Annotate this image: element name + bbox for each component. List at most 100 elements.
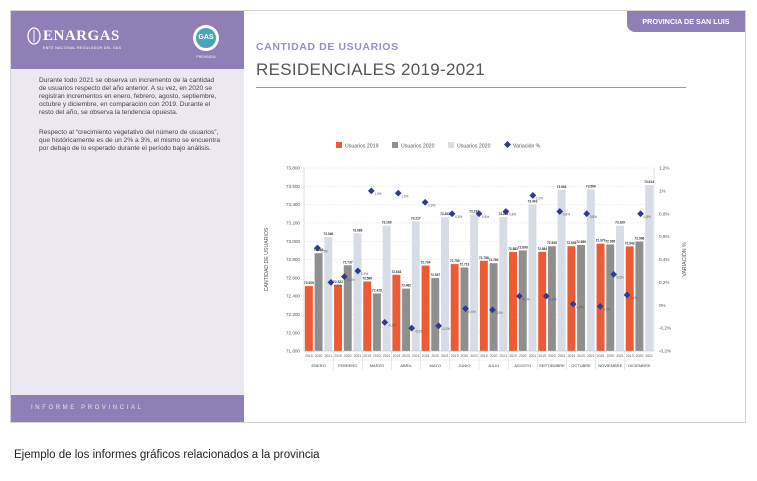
bar	[343, 265, 352, 351]
year-tick-label: 2020	[431, 354, 439, 358]
variation-label: 0,8%	[590, 215, 597, 219]
bar	[431, 278, 440, 351]
bar-value-label: 72.943	[625, 241, 635, 245]
year-tick-label: 2019	[480, 354, 488, 358]
y-tick-label: 73.400	[286, 202, 300, 207]
y-tick-label: 72.600	[286, 275, 300, 280]
bar	[304, 286, 313, 351]
variation-label: 0,3%	[347, 278, 354, 282]
month-label: JUNIO	[458, 363, 470, 368]
bar-value-label: 73.046	[323, 232, 333, 236]
bar-value-label: 72.509	[304, 281, 314, 285]
month-label: FEBRERO	[338, 363, 357, 368]
text-line: Respecto al “crecimiento vegetativo del …	[39, 129, 219, 136]
month-label: MAYO	[430, 363, 441, 368]
year-tick-label: 2020	[344, 354, 352, 358]
bar-value-label: 73.086	[353, 228, 363, 232]
legend-label: Usuarios 2020	[457, 144, 491, 150]
page-subtitle: CANTIDAD DE USUARIOS	[256, 41, 399, 53]
variation-marker	[583, 210, 591, 218]
province-tab: PROVINCIA DE SAN LUIS	[627, 11, 745, 32]
year-tick-label: 2019	[538, 354, 546, 358]
variation-marker	[435, 322, 443, 330]
bar-value-label: 72.973	[596, 239, 606, 243]
bar-value-label: 73.292	[469, 209, 479, 213]
y2-tick-label: -0,2%	[659, 326, 671, 331]
bar	[353, 233, 362, 351]
bar-value-label: 72.633	[391, 270, 401, 274]
variation-marker	[421, 198, 429, 206]
month-label: MARZO	[370, 363, 384, 368]
bar-value-label: 72.760	[489, 258, 499, 262]
sidebar: ENARGAS ENTE NACIONAL REGULADOR DEL GAS …	[11, 11, 244, 422]
y-tick-label: 73.800	[286, 166, 300, 171]
year-tick-label: 2019	[393, 354, 401, 358]
variation-marker	[489, 306, 496, 314]
variation-label: 0,5%	[320, 249, 327, 253]
bar-value-label: 72.560	[362, 276, 372, 280]
bar-value-label: 73.614	[644, 180, 654, 184]
variation-label: 0,8%	[563, 213, 570, 217]
y-axis-title: CANTIDAD DE USUARIOS	[264, 227, 270, 291]
year-tick-label: 2021	[558, 354, 566, 358]
variation-label: 0,0%	[576, 305, 583, 309]
text-line: Durante todo 2021 se observa un incremen…	[39, 77, 215, 84]
y2-tick-label: 0,2%	[659, 280, 669, 285]
y2-axis-title: VARIACIÓN %	[681, 242, 688, 277]
bar	[528, 204, 537, 351]
year-tick-label: 2021	[529, 354, 537, 358]
bar-value-label: 73.566	[586, 184, 596, 188]
bar	[518, 250, 527, 351]
variation-marker	[381, 319, 389, 326]
variation-label: 0,1%	[522, 297, 529, 301]
bar-value-label: 73.217	[411, 216, 421, 220]
variation-label: 1,0%	[374, 192, 381, 196]
bar-value-label: 72.996	[635, 237, 645, 241]
bar	[421, 265, 430, 351]
bar-value-label: 72.482	[401, 284, 411, 288]
bar-value-label: 72.713	[460, 262, 470, 266]
variation-marker	[462, 305, 469, 313]
variation-marker	[327, 278, 335, 286]
variation-label: 0,8%	[509, 213, 516, 217]
figure-caption: Ejemplo de los informes gráficos relacio…	[14, 449, 320, 461]
bar-value-label: 72.945	[566, 241, 576, 245]
badge-subtext: PROVINCIA	[196, 55, 216, 59]
bar-value-label: 72.737	[343, 260, 353, 264]
year-tick-label: 2021	[587, 354, 595, 358]
variation-label: 0,8%	[455, 215, 462, 219]
y-tick-label: 73.200	[286, 221, 300, 226]
year-tick-label: 2019	[568, 354, 576, 358]
year-tick-label: 2020	[577, 354, 585, 358]
bar-value-label: 73.169	[615, 221, 625, 225]
year-tick-label: 2019	[509, 354, 517, 358]
y-tick-label: 72.200	[286, 312, 300, 317]
logo-text: ENARGAS	[43, 28, 120, 44]
year-tick-label: 2020	[606, 354, 614, 358]
y2-tick-label: 1,2%	[659, 166, 669, 171]
year-tick-label: 2020	[636, 354, 644, 358]
bar-value-label: 72.597	[430, 273, 440, 277]
bar-value-label: 73.169	[382, 221, 392, 225]
variation-label: -0,2%	[442, 327, 450, 331]
year-tick-label: 2020	[519, 354, 527, 358]
bar-value-label: 72.899	[518, 245, 528, 249]
legend-swatch	[392, 142, 398, 148]
variation-label: 0,1%	[630, 296, 637, 300]
legend-swatch	[336, 142, 342, 148]
y2-tick-label: -0,2%	[659, 349, 671, 354]
sidebar-paragraph-2: Respecto al “crecimiento vegetativo del …	[39, 129, 224, 153]
y2-tick-label: 0,4%	[659, 257, 669, 262]
emblem-icon	[27, 27, 41, 45]
bar-value-label: 73.561	[557, 185, 567, 189]
bar	[392, 274, 401, 351]
text-line: de usuarios respecto del año anterior. A…	[39, 85, 213, 92]
bar	[441, 217, 449, 351]
month-label: ENERO	[311, 363, 325, 368]
bar	[450, 264, 459, 351]
year-tick-label: 2019	[626, 354, 634, 358]
year-tick-label: 2019	[334, 354, 342, 358]
bar	[324, 236, 333, 351]
bar	[509, 251, 517, 351]
bar-value-label: 72.734	[421, 261, 431, 265]
